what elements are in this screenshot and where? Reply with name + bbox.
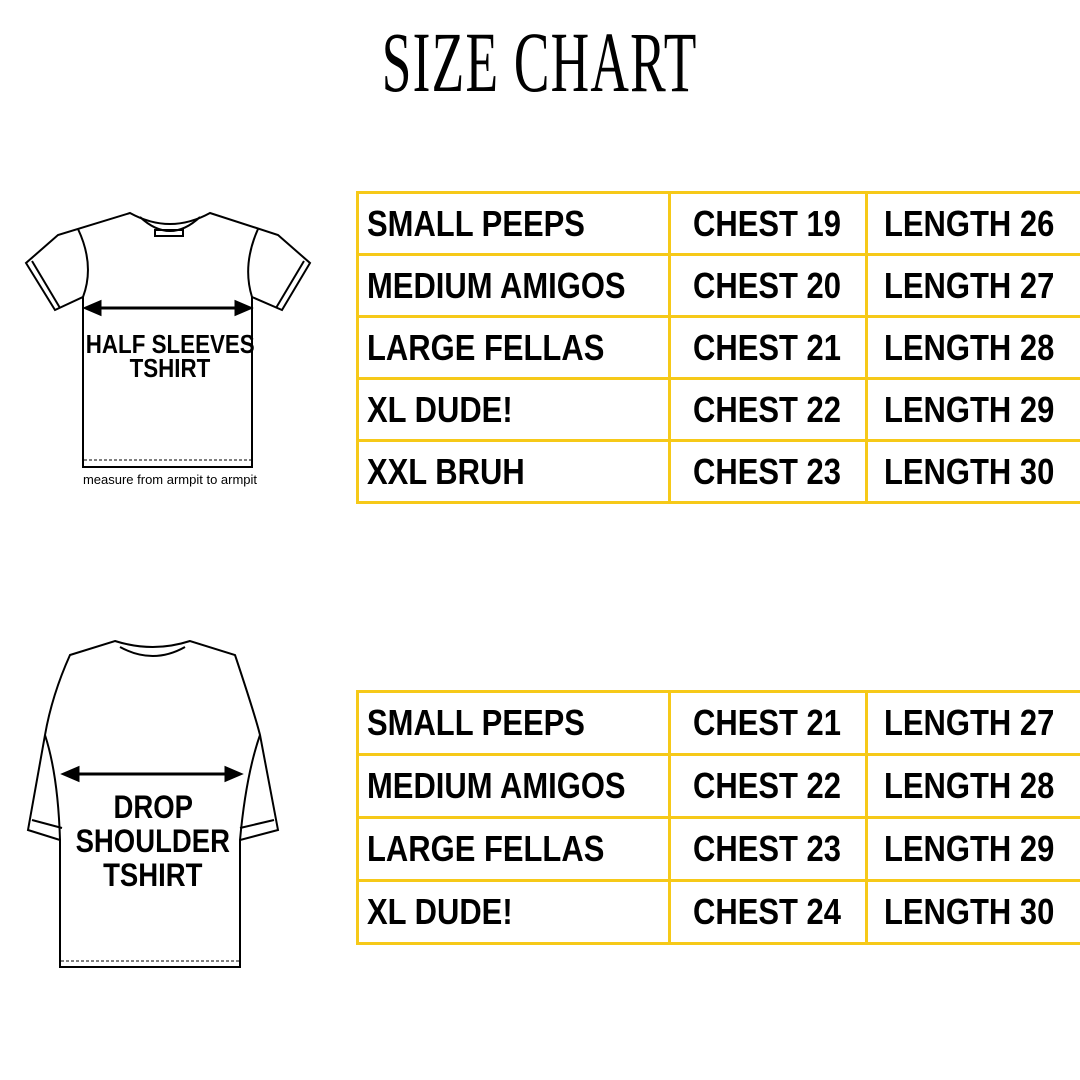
drop-shoulder-tshirt-icon bbox=[26, 639, 280, 968]
table-cell: CHEST 23 bbox=[667, 816, 868, 882]
table-cell: LENGTH 27 bbox=[864, 690, 1080, 756]
table-cell: SMALL PEEPS bbox=[356, 690, 671, 756]
table-row: XL DUDE! CHEST 22 LENGTH 29 bbox=[356, 377, 1080, 442]
table-cell: CHEST 24 bbox=[667, 879, 868, 945]
table-cell: MEDIUM AMIGOS bbox=[356, 753, 671, 819]
table-row: MEDIUM AMIGOS CHEST 22 LENGTH 28 bbox=[356, 753, 1080, 819]
table-row: LARGE FELLAS CHEST 23 LENGTH 29 bbox=[356, 816, 1080, 882]
half-sleeve-tshirt-icon bbox=[24, 211, 312, 468]
table-row: MEDIUM AMIGOS CHEST 20 LENGTH 27 bbox=[356, 253, 1080, 318]
half-sleeve-label: HALF SLEEVES TSHIRT bbox=[85, 329, 255, 383]
table-cell: CHEST 19 bbox=[667, 191, 868, 256]
measure-note: measure from armpit to armpit bbox=[82, 472, 258, 487]
table-row: LARGE FELLAS CHEST 21 LENGTH 28 bbox=[356, 315, 1080, 380]
table-cell: CHEST 21 bbox=[667, 690, 868, 756]
table-cell: LENGTH 27 bbox=[864, 253, 1080, 318]
table-cell: XL DUDE! bbox=[356, 377, 671, 442]
table-cell: XXL BRUH bbox=[356, 439, 671, 504]
table-cell: LENGTH 29 bbox=[864, 377, 1080, 442]
table-cell: LARGE FELLAS bbox=[356, 816, 671, 882]
table-cell: MEDIUM AMIGOS bbox=[356, 253, 671, 318]
page-title: SIZE CHART bbox=[382, 14, 698, 110]
table-row: XXL BRUH CHEST 23 LENGTH 30 bbox=[356, 439, 1080, 504]
table-row: XL DUDE! CHEST 24 LENGTH 30 bbox=[356, 879, 1080, 945]
table-cell: CHEST 22 bbox=[667, 377, 868, 442]
drop-shoulder-label: DROP SHOULDER TSHIRT bbox=[75, 789, 231, 893]
table-cell: LENGTH 28 bbox=[864, 315, 1080, 380]
half-sleeve-size-table: SMALL PEEPS CHEST 19 LENGTH 26 MEDIUM AMIG… bbox=[356, 191, 1080, 504]
table-cell: CHEST 20 bbox=[667, 253, 868, 318]
table-cell: LENGTH 30 bbox=[864, 439, 1080, 504]
table-cell: CHEST 23 bbox=[667, 439, 868, 504]
table-cell: LARGE FELLAS bbox=[356, 315, 671, 380]
drop-shoulder-size-table: SMALL PEEPS CHEST 21 LENGTH 27 MEDIUM AMIG… bbox=[356, 690, 1080, 945]
table-cell: CHEST 21 bbox=[667, 315, 868, 380]
table-cell: LENGTH 29 bbox=[864, 816, 1080, 882]
table-cell: LENGTH 26 bbox=[864, 191, 1080, 256]
table-cell: LENGTH 28 bbox=[864, 753, 1080, 819]
table-cell: CHEST 22 bbox=[667, 753, 868, 819]
table-cell: LENGTH 30 bbox=[864, 879, 1080, 945]
table-row: SMALL PEEPS CHEST 21 LENGTH 27 bbox=[356, 690, 1080, 756]
table-cell: XL DUDE! bbox=[356, 879, 671, 945]
table-cell: SMALL PEEPS bbox=[356, 191, 671, 256]
table-row: SMALL PEEPS CHEST 19 LENGTH 26 bbox=[356, 191, 1080, 256]
